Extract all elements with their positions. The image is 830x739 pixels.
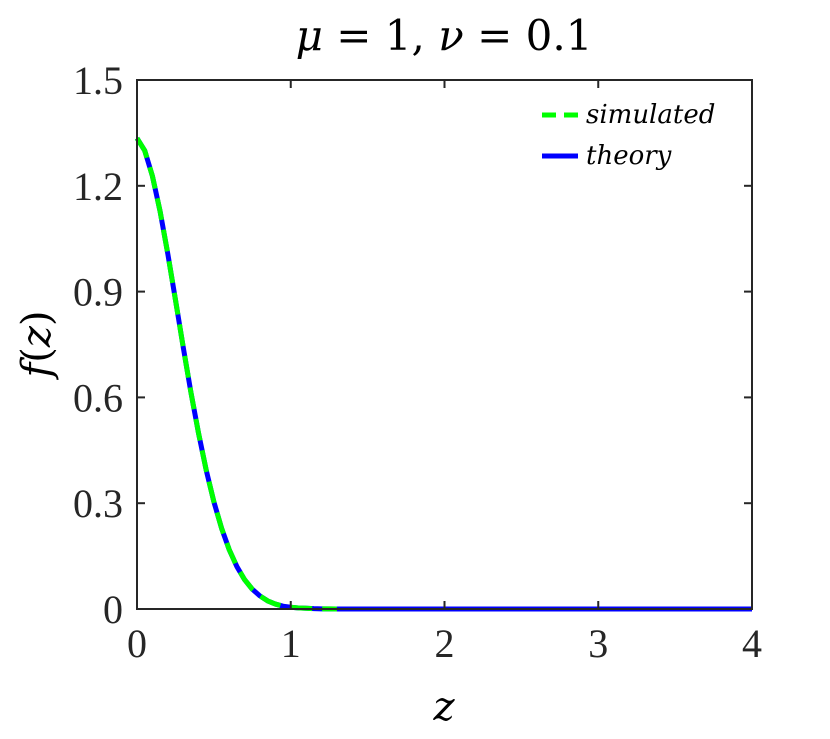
legend: simulated theory — [542, 100, 715, 171]
x-tick-label-4: 4 — [742, 621, 762, 666]
y-label-close: ) — [14, 310, 60, 326]
y-tick-label-5: 1.5 — [73, 58, 123, 103]
y-axis-label: f(z) — [14, 310, 60, 380]
x-tick-label-1: 1 — [281, 621, 301, 666]
legend-label-simulated: simulated — [586, 100, 715, 130]
title-mu: μ — [296, 11, 323, 60]
chart-title: μ = 1, ν = 0.1 — [296, 11, 593, 60]
x-tick-label-0: 0 — [127, 621, 147, 666]
title-nu: ν — [438, 11, 464, 60]
x-tick-label-2: 2 — [435, 621, 455, 666]
y-label-open: ( — [14, 347, 60, 363]
title-mu-eq: = 1, — [323, 11, 438, 60]
y-tick-label-2: 0.6 — [73, 375, 123, 420]
x-axis-label: z — [432, 684, 455, 730]
plot-area — [137, 80, 752, 609]
y-tick-label-4: 1.2 — [73, 164, 123, 209]
title-nu-eq: = 0.1 — [464, 11, 593, 60]
legend-label-theory: theory — [586, 141, 672, 171]
y-tick-label-1: 0.3 — [73, 481, 123, 526]
y-label-var: z — [14, 325, 60, 348]
x-tick-label-3: 3 — [588, 621, 608, 666]
y-tick-label-0: 0 — [103, 587, 123, 632]
y-tick-label-3: 0.9 — [73, 270, 123, 315]
tick-layer: 0 1 2 3 4 0 0.3 0.6 0.9 1.2 1.5 — [73, 58, 762, 666]
